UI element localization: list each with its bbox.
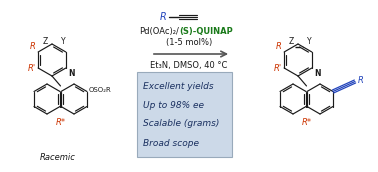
- Text: (S)-QUINAP: (S)-QUINAP: [179, 26, 233, 35]
- Text: Excellent yields: Excellent yields: [143, 82, 214, 90]
- Text: Broad scope: Broad scope: [143, 138, 199, 148]
- Bar: [137, 72, 232, 157]
- Text: N: N: [314, 69, 321, 78]
- Text: R: R: [276, 42, 282, 51]
- Text: Up to 98% ee: Up to 98% ee: [143, 100, 204, 110]
- Text: Z: Z: [288, 37, 294, 46]
- Text: R': R': [28, 63, 36, 73]
- Text: R*: R*: [56, 118, 65, 127]
- FancyArrowPatch shape: [154, 51, 226, 57]
- Text: (1-5 mol%): (1-5 mol%): [166, 37, 212, 46]
- Text: Pd(OAc)₂/: Pd(OAc)₂/: [139, 26, 179, 35]
- Text: Y: Y: [307, 37, 311, 46]
- Text: R: R: [358, 76, 364, 85]
- Text: R*: R*: [301, 118, 311, 127]
- Text: R: R: [160, 12, 166, 22]
- Text: Racemic: Racemic: [40, 153, 76, 162]
- Text: Y: Y: [61, 37, 65, 46]
- Text: R: R: [30, 42, 36, 51]
- Text: Scalable (grams): Scalable (grams): [143, 120, 219, 128]
- Text: N: N: [68, 69, 74, 78]
- Text: Z: Z: [42, 37, 48, 46]
- Text: OSO₂R: OSO₂R: [89, 87, 112, 93]
- Text: R': R': [274, 63, 282, 73]
- Text: Et₃N, DMSO, 40 °C: Et₃N, DMSO, 40 °C: [150, 61, 228, 69]
